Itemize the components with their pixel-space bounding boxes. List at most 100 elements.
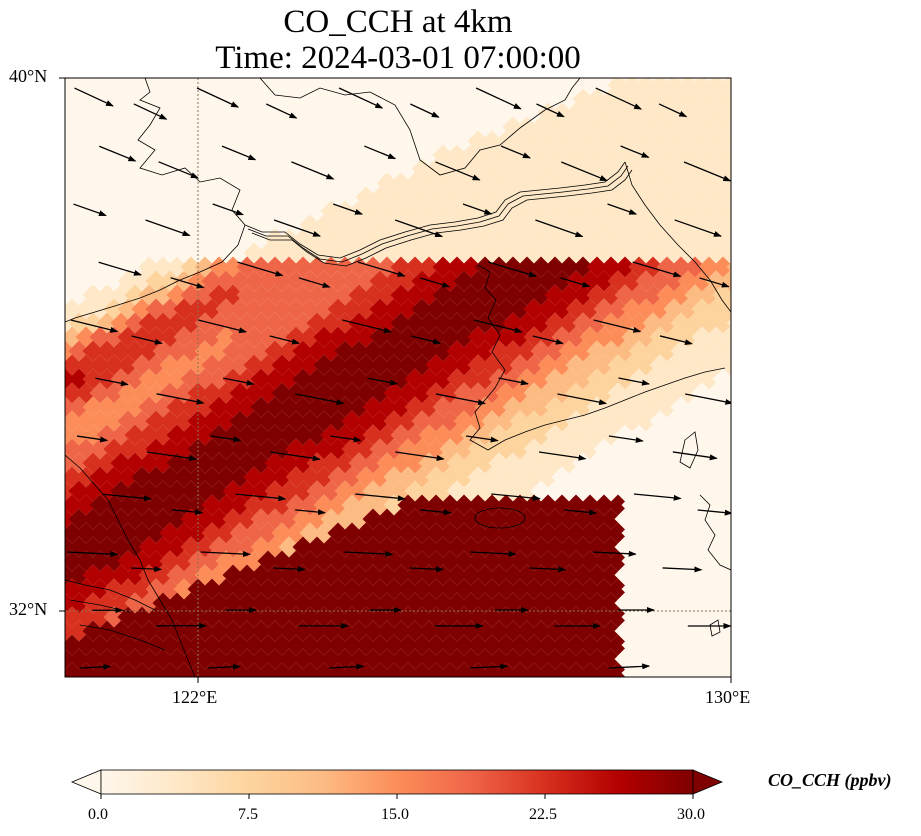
field-cell — [726, 598, 731, 608]
field-cell — [705, 78, 727, 96]
field-cell — [65, 494, 83, 516]
field-cell — [635, 78, 657, 96]
field-cell — [65, 326, 83, 348]
wind-arrow — [685, 393, 731, 405]
wind-arrow — [419, 277, 451, 288]
field-cell — [565, 78, 587, 96]
wind-arrow — [364, 145, 397, 160]
wind-arrow — [74, 87, 114, 107]
wind-arrow — [197, 319, 248, 334]
field-cell — [719, 382, 731, 404]
field-cell — [726, 234, 731, 244]
field-cell — [726, 486, 731, 496]
wind-arrow — [338, 87, 384, 109]
wind-arrow — [221, 145, 257, 161]
field-cell — [537, 78, 559, 96]
field-cell — [726, 514, 731, 524]
wind-arrow — [131, 566, 163, 573]
field-cell — [719, 578, 731, 600]
concentration-field — [65, 78, 731, 677]
wind-arrow — [595, 87, 643, 110]
wind-arrow — [593, 319, 642, 333]
field-cell — [173, 78, 195, 96]
field-cell — [65, 270, 83, 292]
field-cell — [65, 550, 83, 572]
wind-arrow — [355, 493, 406, 502]
wind-arrow — [409, 566, 445, 573]
field-cell — [712, 368, 731, 390]
wind-arrow — [95, 377, 129, 387]
wind-vectors — [67, 87, 731, 684]
wind-arrow — [435, 393, 487, 406]
field-cell — [719, 662, 731, 677]
lat-label-40N: 40°N — [9, 66, 48, 86]
wind-arrow — [295, 509, 326, 516]
wind-arrow — [470, 550, 517, 557]
field-cell — [285, 78, 307, 96]
field-cell — [243, 78, 265, 96]
wind-arrow — [410, 335, 442, 345]
wind-arrow — [330, 435, 362, 443]
lat-label-32N: 32°N — [9, 599, 48, 619]
field-cell — [103, 78, 125, 96]
colorbar-tick-label-0: 0.0 — [88, 806, 108, 823]
field-cell — [712, 88, 731, 110]
map-frame — [64, 77, 732, 678]
field-cell — [649, 78, 671, 96]
coastline-east — [624, 161, 731, 313]
wind-arrow — [410, 103, 440, 118]
map-title-line2: Time: 2024-03-01 07:00:00 — [215, 40, 581, 76]
field-cell — [726, 290, 731, 300]
field-cell — [712, 256, 731, 278]
field-cell — [369, 78, 391, 96]
colorbar — [70, 769, 724, 799]
wind-arrow — [170, 277, 205, 289]
colorbar-label: CO_CCH (ppbv) — [768, 770, 892, 790]
field-cell — [712, 564, 731, 586]
field-cell — [726, 570, 731, 580]
field-cell — [719, 326, 731, 348]
wind-arrow — [466, 435, 499, 443]
field-cell — [551, 78, 573, 96]
field-cell — [65, 214, 83, 236]
wind-arrow — [98, 261, 142, 276]
field-cell — [719, 130, 731, 152]
field-cell — [495, 78, 517, 96]
field-cell — [726, 150, 731, 160]
wind-arrow — [487, 261, 537, 278]
field-cell — [65, 522, 83, 544]
field-cell — [65, 158, 83, 180]
wind-arrow — [212, 203, 244, 216]
coastline-north — [65, 78, 246, 323]
wind-arrow — [542, 682, 583, 684]
wind-arrow — [357, 261, 406, 277]
wind-arrow — [498, 377, 529, 386]
wind-arrow — [394, 219, 444, 238]
field-cell — [691, 78, 713, 96]
colorbar-extend-min — [70, 769, 102, 795]
wind-arrow — [607, 203, 638, 215]
field-cell — [719, 186, 731, 208]
wind-arrow — [473, 319, 523, 334]
field-cell — [117, 78, 139, 96]
wind-arrow — [420, 509, 452, 516]
field-cell — [229, 78, 251, 96]
field-cell — [621, 78, 643, 96]
wind-arrow — [633, 493, 682, 501]
field-cell — [523, 78, 545, 96]
field-cell — [719, 214, 731, 236]
wind-arrow — [659, 335, 693, 346]
field-cell — [65, 242, 83, 264]
coastlines — [65, 78, 731, 677]
field-cell — [719, 522, 731, 544]
wind-arrow — [560, 277, 591, 288]
field-cell — [726, 346, 731, 356]
field-cell — [712, 480, 731, 502]
wind-arrow — [156, 393, 205, 405]
wind-arrow — [265, 103, 298, 119]
wind-arrow — [593, 550, 637, 557]
field-cell — [712, 284, 731, 306]
field-cell — [726, 430, 731, 440]
field-cell — [201, 78, 223, 96]
field-cell — [712, 452, 731, 474]
